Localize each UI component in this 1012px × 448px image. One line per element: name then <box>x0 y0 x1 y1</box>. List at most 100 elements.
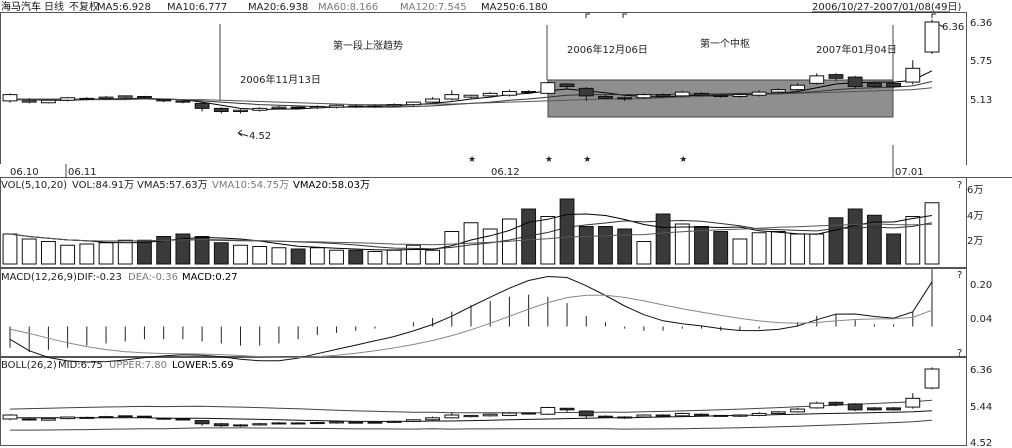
boll-candle <box>194 420 210 426</box>
candle-body-down <box>213 107 229 113</box>
candle-body-up <box>60 97 76 101</box>
candle-body-up <box>405 101 421 106</box>
boll-marker-icon[interactable]: ? <box>957 348 962 359</box>
volume-bar <box>713 231 729 265</box>
x-axis-band <box>0 164 966 177</box>
boll-candle-up <box>41 418 56 421</box>
main-star-markers: ★ ★ ★ ★ <box>468 155 687 165</box>
boll-candle <box>482 413 498 417</box>
volume-bar <box>233 244 248 265</box>
candle-body-up <box>770 89 786 93</box>
boll-candle <box>252 422 268 426</box>
candle-body-down <box>598 95 613 99</box>
candle-body-up <box>98 96 114 99</box>
candle <box>866 82 882 88</box>
candle-body-up <box>41 99 56 104</box>
volume-bar <box>751 232 767 265</box>
volume-bar <box>252 246 268 265</box>
boll-tick-3: 4.52 <box>970 438 992 448</box>
boll-candle-down <box>886 407 901 411</box>
annotation-nov13: 2006年11月13日 <box>240 73 321 86</box>
candle <box>770 88 786 94</box>
candle <box>847 75 863 89</box>
boll-candle <box>694 413 709 417</box>
annotations: 第一段上涨趋势 2006年11月13日 2006年12月06日 第一个中枢 20… <box>237 22 964 142</box>
boll-candle-down <box>175 418 191 421</box>
boll-candle <box>60 416 76 420</box>
annotation-jan04: 2007年01月04日 <box>816 43 897 56</box>
boll-candle-up <box>425 417 440 421</box>
candle <box>60 97 76 102</box>
candle <box>290 105 306 110</box>
volume-bar <box>770 231 786 265</box>
candle-body-up <box>636 94 652 99</box>
boll-candle-up <box>117 415 133 418</box>
candle-body-up <box>751 91 767 96</box>
boll-tick-2: 5.44 <box>970 402 992 413</box>
candle-body-down <box>655 94 671 97</box>
boll-candle-up <box>809 402 825 409</box>
vol-marker-icon[interactable]: ? <box>957 180 962 191</box>
adjust-label[interactable]: 不复权 <box>69 0 99 13</box>
boll-candle-down <box>828 401 844 406</box>
candle <box>809 73 825 85</box>
boll-candle <box>386 420 402 423</box>
volume-bar <box>309 247 325 265</box>
macd-tick-2: 0.04 <box>970 314 992 325</box>
boll-candle-down <box>694 413 709 416</box>
macd-panel-frame <box>0 268 967 357</box>
boll-candle <box>866 407 882 411</box>
boll-candle <box>79 416 95 419</box>
boll-name[interactable]: BOLL(26,2) <box>1 360 57 371</box>
boll-candle <box>578 410 594 419</box>
boll-candle-up <box>98 416 114 419</box>
boll-candle <box>751 412 767 417</box>
candle <box>655 93 671 98</box>
boll-candle <box>559 407 575 412</box>
boll-candle-up <box>636 414 652 418</box>
volume-bar <box>559 198 575 265</box>
candle <box>751 90 767 97</box>
boll-mid-value: MID:6.75 <box>58 360 103 371</box>
boll-candle-up <box>79 416 95 419</box>
candle <box>233 109 248 114</box>
candle <box>790 83 805 91</box>
candle <box>194 102 210 112</box>
dif-line <box>9 275 933 363</box>
candle <box>117 95 133 99</box>
boll-candle-up <box>905 397 921 408</box>
boll-candle-up <box>770 411 786 414</box>
macd-marker-icon[interactable]: ? <box>957 270 962 281</box>
volume-bar <box>156 236 172 265</box>
ma250-label: MA250:6.180 <box>481 2 548 13</box>
candle <box>137 95 152 99</box>
boll-candle-down <box>137 415 152 418</box>
boll-candle-down <box>213 423 229 427</box>
right-axis: 6.36 5.75 5.13 ? 6万 4万 2万 ? 0.20 0.04 ? … <box>957 18 992 448</box>
boll-candle-down <box>598 415 613 418</box>
candle <box>924 19 940 54</box>
star-icon: ★ <box>679 155 687 165</box>
candle <box>636 93 652 99</box>
candle-body-down <box>886 82 901 87</box>
dif-value: DIF:-0.23 <box>77 272 122 283</box>
star-icon: ★ <box>545 155 553 165</box>
boll-candle-up <box>732 414 748 417</box>
vol-tick-3: 2万 <box>967 236 983 247</box>
boll-candle <box>2 414 18 421</box>
candle-body-down <box>866 82 882 87</box>
boll-candle <box>924 367 940 390</box>
vol-name[interactable]: VOL(5,10,20) <box>1 180 67 191</box>
boll-candle <box>674 412 690 417</box>
candle-body-up <box>463 94 479 98</box>
boll-candle <box>367 421 383 424</box>
candle-body-down <box>175 100 191 103</box>
candle-body-up <box>905 67 921 83</box>
candle <box>98 95 114 100</box>
macd-name[interactable]: MACD(12,26,9) <box>1 272 77 283</box>
candle-body-down <box>578 87 594 97</box>
candle <box>905 60 921 85</box>
vol-tick-1: 6万 <box>967 185 983 196</box>
period-label[interactable]: 日线 <box>44 0 64 13</box>
boll-candle <box>655 414 671 418</box>
